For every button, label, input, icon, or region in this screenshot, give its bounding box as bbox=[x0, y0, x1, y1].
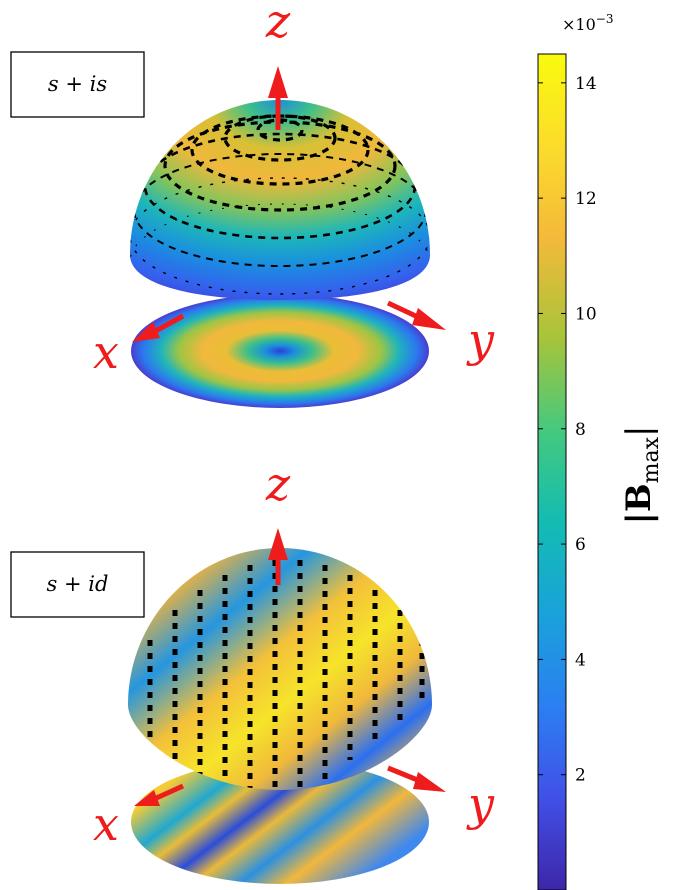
panel-s-is: s + is z x bbox=[10, 0, 495, 408]
x-axis-label: x bbox=[93, 797, 119, 851]
equatorial-disk bbox=[131, 294, 429, 408]
colorbar-tick-label: 2 bbox=[575, 766, 586, 786]
colorbar-tick-label: 12 bbox=[575, 189, 597, 209]
x-arrowhead-icon bbox=[132, 322, 160, 342]
y-axis-label: y bbox=[466, 777, 495, 831]
z-axis-label: z bbox=[265, 457, 291, 511]
colorbar: 2 4 6 8 10 12 14 ×10−3 |Bmax| bbox=[537, 12, 664, 890]
y-arrowhead-icon bbox=[412, 308, 446, 330]
colorbar-gradient bbox=[537, 53, 567, 890]
colorbar-title: |Bmax| bbox=[619, 426, 664, 525]
colorbar-tick-label: 10 bbox=[575, 304, 597, 324]
hemisphere-surface bbox=[130, 100, 430, 300]
y-arrowhead-icon bbox=[413, 772, 446, 792]
colorbar-tick-label: 8 bbox=[575, 420, 586, 440]
case-label: s + is bbox=[48, 72, 107, 96]
x-arrowhead-icon bbox=[134, 790, 160, 806]
colorbar-multiplier: ×10−3 bbox=[562, 12, 613, 34]
case-label-box bbox=[10, 51, 145, 118]
z-arrowhead-icon bbox=[268, 66, 288, 98]
y-axis-arrow bbox=[387, 765, 421, 784]
colorbar-tick-label: 14 bbox=[575, 74, 597, 94]
colorbar-tick-label: 6 bbox=[575, 535, 586, 555]
x-axis-arrow bbox=[150, 783, 185, 803]
colorbar-tick-label: 4 bbox=[575, 650, 586, 670]
case-label: s + id bbox=[47, 572, 109, 596]
hemisphere-surface bbox=[128, 548, 432, 790]
y-axis-label: y bbox=[466, 313, 495, 367]
equatorial-disk bbox=[131, 760, 429, 884]
case-label-box bbox=[10, 551, 145, 618]
axis-arrows bbox=[134, 528, 446, 806]
x-axis-label: x bbox=[93, 325, 119, 379]
axis-arrows bbox=[132, 66, 446, 342]
z-axis-label: z bbox=[265, 0, 291, 48]
z-arrowhead-icon bbox=[268, 528, 288, 560]
colorbar-ticks: 2 4 6 8 10 12 14 bbox=[538, 74, 597, 786]
y-axis-arrow bbox=[386, 300, 422, 321]
vector-field-arrows bbox=[147, 560, 425, 790]
panel-s-id: s + id bbox=[10, 457, 495, 884]
